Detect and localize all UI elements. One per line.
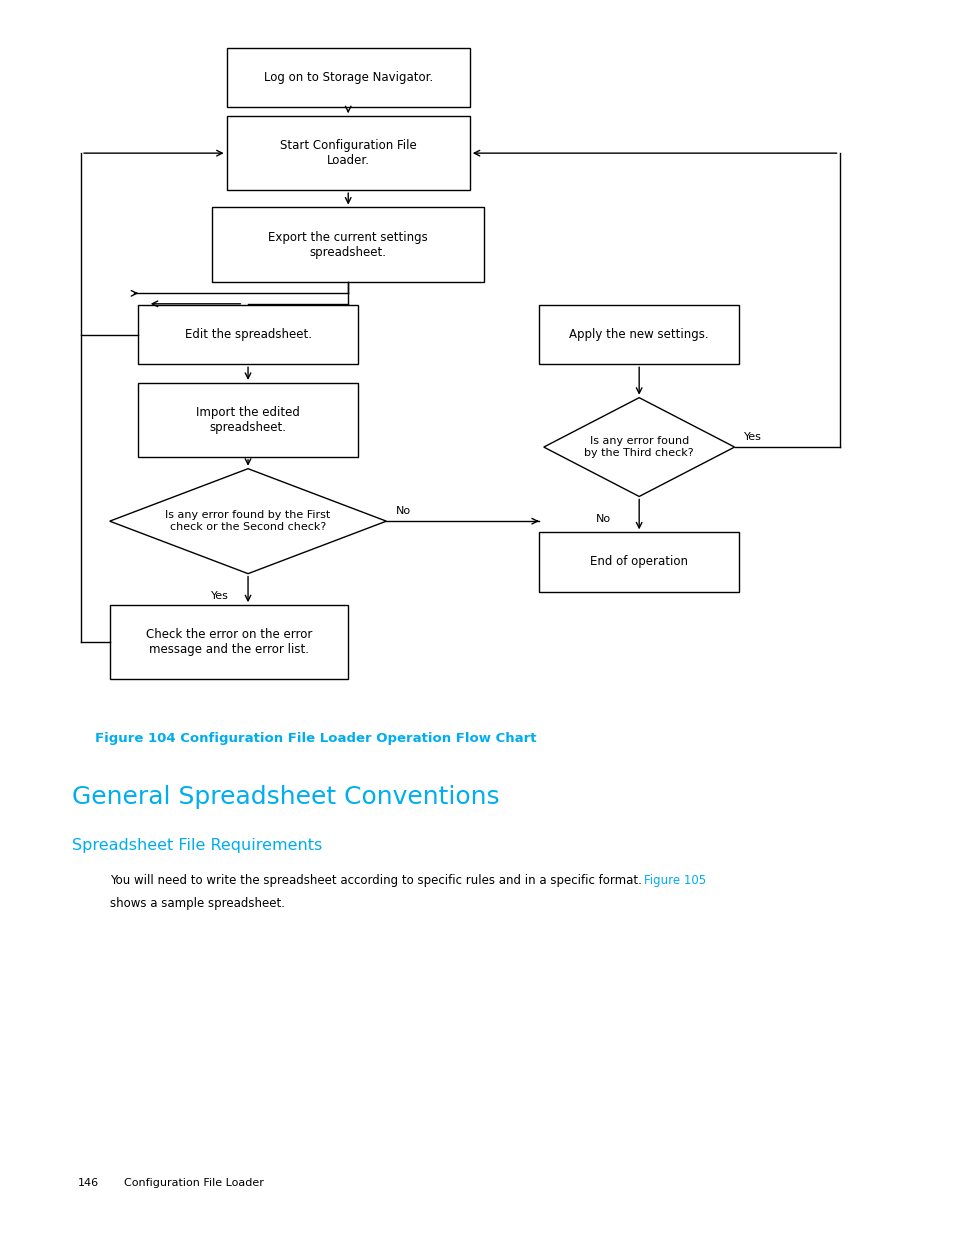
Polygon shape	[543, 398, 734, 496]
Text: Apply the new settings.: Apply the new settings.	[569, 329, 708, 341]
Text: No: No	[595, 514, 610, 524]
Text: 146: 146	[78, 1178, 99, 1188]
Text: Yes: Yes	[743, 432, 761, 442]
Text: Is any error found by the First
check or the Second check?: Is any error found by the First check or…	[165, 510, 331, 532]
FancyBboxPatch shape	[212, 207, 483, 282]
FancyBboxPatch shape	[538, 532, 739, 592]
FancyBboxPatch shape	[110, 605, 348, 679]
Text: Is any error found
by the Third check?: Is any error found by the Third check?	[584, 436, 693, 458]
FancyBboxPatch shape	[226, 48, 469, 107]
FancyBboxPatch shape	[538, 305, 739, 364]
FancyBboxPatch shape	[226, 116, 469, 190]
Text: No: No	[395, 506, 411, 516]
FancyBboxPatch shape	[138, 305, 357, 364]
Text: Spreadsheet File Requirements: Spreadsheet File Requirements	[71, 839, 321, 853]
Text: You will need to write the spreadsheet according to specific rules and in a spec: You will need to write the spreadsheet a…	[110, 874, 644, 888]
Text: Edit the spreadsheet.: Edit the spreadsheet.	[184, 329, 312, 341]
Text: Configuration File Loader: Configuration File Loader	[124, 1178, 264, 1188]
Text: Figure 105: Figure 105	[643, 874, 705, 888]
Text: End of operation: End of operation	[590, 556, 687, 568]
Text: General Spreadsheet Conventions: General Spreadsheet Conventions	[71, 784, 498, 809]
Polygon shape	[110, 469, 386, 573]
Text: Check the error on the error
message and the error list.: Check the error on the error message and…	[146, 629, 312, 656]
FancyBboxPatch shape	[138, 383, 357, 457]
Text: Figure 104 Configuration File Loader Operation Flow Chart: Figure 104 Configuration File Loader Ope…	[95, 732, 537, 745]
Text: Import the edited
spreadsheet.: Import the edited spreadsheet.	[196, 406, 299, 433]
Text: Yes: Yes	[211, 590, 229, 601]
Text: Start Configuration File
Loader.: Start Configuration File Loader.	[279, 140, 416, 167]
Text: Export the current settings
spreadsheet.: Export the current settings spreadsheet.	[268, 231, 428, 258]
Text: shows a sample spreadsheet.: shows a sample spreadsheet.	[110, 897, 284, 910]
Text: Log on to Storage Navigator.: Log on to Storage Navigator.	[263, 72, 433, 84]
